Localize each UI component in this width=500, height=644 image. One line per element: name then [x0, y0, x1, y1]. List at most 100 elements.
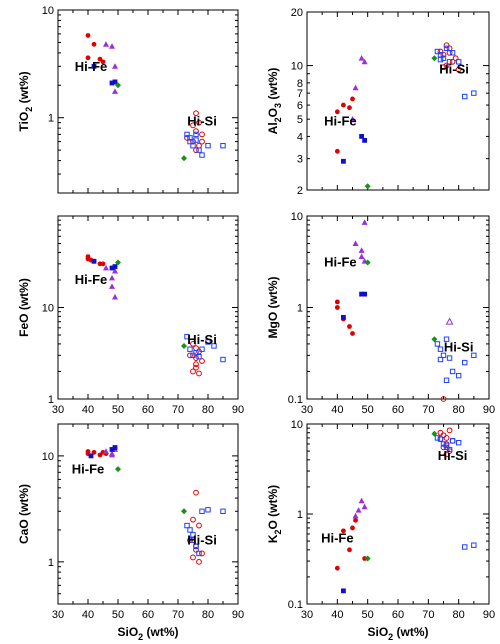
data-point-red-open-circle	[193, 364, 199, 371]
group-annotation: Hi-Fe	[72, 462, 105, 477]
data-point-blue-open-square	[193, 137, 199, 143]
data-point-red-filled-circle	[334, 565, 340, 571]
y-tick-label: 1	[48, 557, 54, 569]
data-point-blue-open-square	[190, 532, 196, 538]
data-point-blue-filled-square	[359, 134, 364, 139]
group-annotation: Hi-Fe	[321, 531, 354, 546]
group-annotation: Hi-Si	[187, 113, 217, 128]
y-tick-label: 10	[291, 211, 303, 223]
data-point-blue-open-square	[184, 522, 190, 529]
y-tick-label: 10	[42, 303, 54, 315]
group-annotation: Hi-Fe	[324, 255, 357, 270]
data-point-blue-open-square	[205, 339, 211, 345]
data-point-red-open-circle	[199, 550, 205, 557]
panel-feo: 30 40 50 60 70 80 90 1 10 FeO (wt%) Hi-Fe Hi-Si	[17, 215, 244, 416]
data-point-red-filled-circle	[347, 105, 352, 111]
data-point-green-diamond	[431, 55, 438, 62]
plot-frame	[57, 9, 239, 194]
data-point-purple-triangle	[352, 512, 359, 519]
data-point-red-open-circle	[440, 51, 447, 58]
data-point-blue-filled-square	[341, 158, 346, 164]
group-annotation: Hi-Fe	[75, 272, 108, 287]
data-point-blue-filled-square	[112, 445, 118, 450]
x-tick-label: 70	[422, 609, 434, 621]
data-point-blue-filled-square	[359, 291, 364, 297]
data-point-red-open-circle	[455, 66, 462, 73]
data-point-red-open-circle	[190, 138, 196, 145]
data-point-blue-open-square	[462, 93, 468, 100]
x-tick-label: 30	[301, 404, 313, 416]
group-annotation: Hi-Si	[444, 340, 474, 355]
y-tick-label: 5	[297, 114, 303, 126]
data-point-purple-open-triangle	[445, 317, 454, 325]
data-point-red-filled-circle	[334, 299, 340, 305]
data-point-red-open-circle	[446, 427, 453, 434]
y-axis-title: FeO (wt%)	[17, 278, 31, 337]
data-point-red-open-circle	[437, 48, 444, 55]
data-point-blue-open-square	[446, 355, 453, 361]
data-point-blue-open-square	[443, 442, 450, 448]
data-point-blue-open-square	[205, 142, 211, 149]
panel-mgo: 30 40 50 60 70 80 90 0.1 1 10 MgO (wt%) Hi-Fe Hi-Si	[266, 211, 495, 416]
data-point-blue-open-square	[443, 45, 450, 52]
x-tick-label: 30	[52, 609, 64, 621]
data-point-purple-triangle	[352, 240, 359, 246]
data-point-red-open-circle	[443, 42, 450, 49]
data-point-blue-filled-square	[341, 314, 346, 320]
panel-tio2: 1 10 TiO2 (wt%) Hi-Fe Hi-Si	[17, 5, 239, 194]
data-point-red-open-circle	[193, 361, 199, 368]
panel-k2o: 30 40 50 60 70 80 90 0.1 1 10 K2O (wt%) SiO2 (wt%) H…	[266, 419, 495, 642]
data-point-red-open-circle	[440, 396, 447, 402]
group-annotation: Hi-Fe	[75, 59, 108, 74]
data-point-purple-triangle	[109, 274, 115, 281]
data-point-purple-triangle	[361, 219, 368, 225]
data-point-red-open-circle	[190, 554, 196, 561]
data-point-red-open-circle	[196, 370, 202, 377]
data-point-green-diamond	[181, 342, 187, 349]
data-point-green-diamond	[431, 336, 438, 343]
data-point-blue-open-square	[190, 352, 196, 359]
data-point-red-open-circle	[193, 489, 199, 496]
data-point-blue-open-square	[196, 147, 202, 153]
y-axis-title: Al2O3 (wt%)	[266, 68, 283, 135]
data-point-red-open-circle	[199, 131, 205, 138]
x-tick-label: 80	[453, 609, 465, 621]
data-point-purple-triangle	[358, 247, 365, 253]
x-tick-label: 70	[172, 609, 184, 621]
data-point-purple-triangle	[361, 58, 368, 65]
data-point-red-open-circle	[449, 437, 456, 444]
data-point-purple-triangle	[112, 63, 118, 69]
x-axis-title: SiO2 (wt%)	[367, 625, 428, 642]
data-point-green-diamond	[364, 555, 371, 562]
group-annotation: Hi-Si	[187, 332, 217, 347]
x-tick-label: 80	[453, 404, 465, 416]
data-point-purple-triangle	[109, 451, 115, 458]
data-point-red-open-circle	[437, 436, 444, 442]
data-point-red-filled-circle	[85, 55, 91, 61]
data-point-red-open-circle	[193, 546, 199, 553]
data-point-red-open-circle	[196, 522, 202, 529]
data-point-green-diamond	[115, 259, 121, 266]
x-tick-label: 80	[202, 404, 214, 416]
data-point-purple-triangle	[352, 84, 359, 91]
data-point-blue-filled-square	[88, 453, 94, 459]
x-tick-label: 40	[82, 404, 94, 416]
data-point-purple-triangle	[349, 115, 356, 122]
x-tick-label: 50	[112, 609, 124, 621]
x-tick-label: 90	[483, 404, 495, 416]
y-axis-title: TiO2 (wt%)	[17, 71, 34, 131]
data-point-red-filled-circle	[341, 102, 346, 108]
group-annotation: Hi-Si	[187, 533, 217, 548]
data-point-blue-open-square	[190, 537, 196, 543]
data-point-purple-triangle	[103, 41, 109, 47]
x-tick-label: 50	[362, 404, 374, 416]
data-point-blue-open-square	[471, 352, 477, 359]
data-point-blue-open-square	[443, 377, 450, 384]
data-point-purple-triangle	[361, 503, 368, 510]
data-point-blue-open-square	[187, 138, 193, 145]
group-annotation: Hi-Si	[439, 62, 469, 77]
y-tick-label: 0.1	[288, 599, 303, 611]
data-point-blue-open-square	[455, 439, 462, 446]
data-point-red-filled-circle	[91, 41, 97, 47]
